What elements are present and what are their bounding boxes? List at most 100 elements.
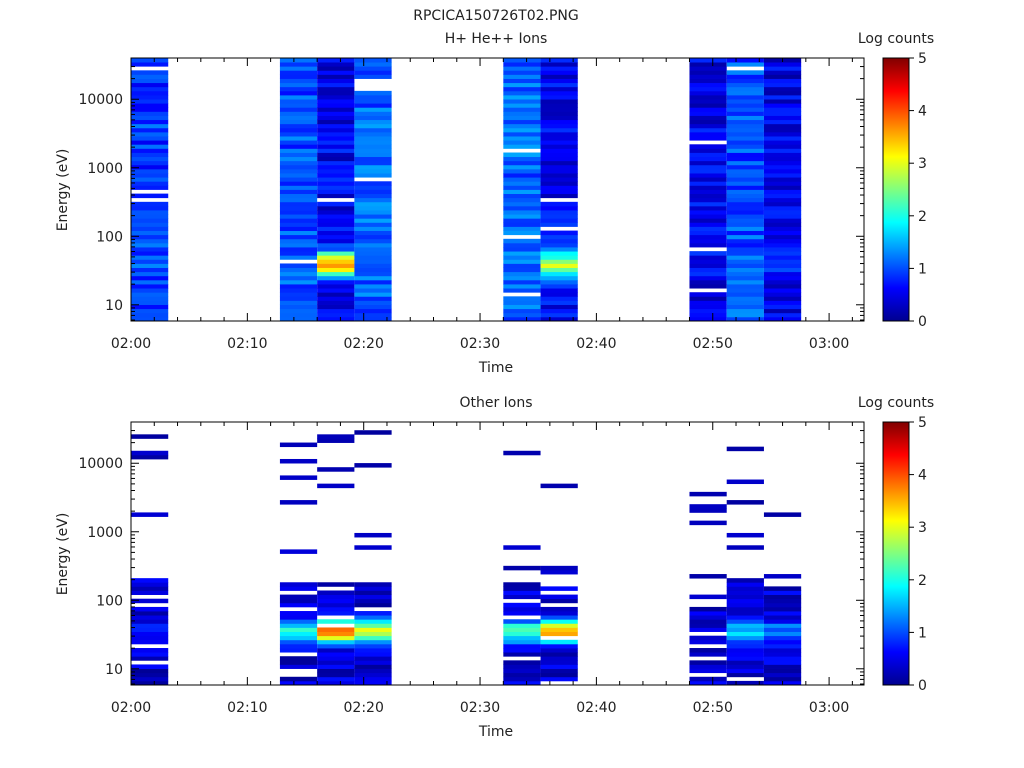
spectrogram-cell — [726, 648, 764, 653]
spectrogram-cell — [279, 136, 318, 141]
spectrogram-cell — [763, 144, 802, 149]
spectrogram-cell — [689, 107, 727, 112]
spectrogram-cell — [317, 136, 355, 141]
spectrogram-cell — [279, 598, 318, 604]
spectrogram-cell — [279, 271, 318, 277]
colorbar-tick-label: 5 — [918, 51, 927, 67]
spectrogram-cell — [689, 504, 727, 509]
colorbar — [882, 57, 910, 322]
spectrogram-cell — [540, 214, 578, 219]
spectrogram-cell — [726, 234, 764, 240]
spectrogram-cell — [317, 316, 355, 322]
spectrogram-cell — [354, 140, 392, 145]
spectrogram-cell — [131, 173, 169, 178]
spectrogram-cell — [726, 119, 764, 125]
spectrogram-cell — [503, 594, 541, 600]
spectrogram-cell — [354, 275, 392, 281]
panel-h-he-ions: H+ He++ Ions 02:00 02:10 02:20 02:30 02:40 02… — [55, 31, 934, 376]
spectrogram-cell — [354, 74, 392, 79]
spectrogram-cell — [317, 201, 355, 207]
spectrogram-cell — [540, 594, 578, 600]
spectrogram-cell — [354, 201, 392, 207]
spectrogram-cell — [763, 606, 802, 612]
spectrogram-cell — [689, 90, 727, 96]
spectrogram-cell — [354, 144, 392, 149]
spectrogram-cell — [317, 238, 355, 244]
spectrogram-cell — [279, 152, 318, 158]
spectrogram-cell — [503, 94, 541, 100]
spectrogram-cell — [726, 115, 764, 121]
spectrogram-cell — [763, 672, 802, 678]
spectrogram-cell — [317, 210, 355, 215]
spectrogram-cell — [689, 271, 727, 277]
spectrogram-cell — [726, 578, 764, 583]
spectrogram-cell — [726, 255, 764, 260]
spectrogram-cell — [726, 152, 764, 158]
spectrogram-cell — [279, 660, 318, 665]
spectrogram-cell — [503, 316, 541, 322]
spectrogram-cell — [689, 70, 727, 75]
spectrogram-cell — [689, 119, 727, 125]
colorbar — [882, 421, 910, 686]
spectrogram-cell — [763, 140, 802, 145]
spectrogram-cell — [317, 173, 355, 178]
spectrogram-cell — [354, 284, 392, 289]
spectrogram-cell — [131, 623, 169, 628]
spectrogram-cell — [540, 205, 578, 211]
spectrogram-cell — [503, 635, 541, 641]
spectrogram-cell — [131, 251, 169, 256]
spectrogram-cell — [763, 123, 802, 129]
spectrogram-cell — [689, 520, 727, 526]
spectrogram-cell — [354, 300, 392, 305]
spectrogram-cell — [279, 173, 318, 178]
spectrogram-cell — [279, 442, 318, 448]
spectrogram-cell — [279, 66, 318, 71]
spectrogram-cell — [689, 234, 727, 240]
y-tick-label: 10 — [105, 298, 123, 314]
spectrogram-cell — [540, 267, 578, 273]
spectrogram-cell — [354, 214, 392, 219]
spectrogram-cell — [317, 660, 355, 665]
spectrogram-cell — [726, 304, 764, 310]
spectrogram-cell — [540, 107, 578, 112]
spectrogram-cell — [354, 308, 392, 314]
spectrogram-cell — [279, 275, 318, 281]
spectrogram-cell — [689, 168, 727, 174]
colorbar-ticks: 0 1 2 3 4 5 — [909, 51, 927, 330]
spectrogram-cell — [279, 181, 318, 186]
panel-title: Other Ions — [459, 395, 532, 411]
spectrogram-cell — [540, 66, 578, 71]
spectrogram-cell — [689, 664, 727, 669]
spectrogram-cell — [763, 119, 802, 125]
spectrogram-cell — [763, 242, 802, 248]
spectrogram-cell — [726, 312, 764, 318]
spectrogram-cell — [131, 284, 169, 289]
spectrogram-cell — [279, 107, 318, 112]
spectrogram-cell — [354, 631, 392, 637]
spectrogram-cell — [503, 611, 541, 616]
spectrogram-cell — [317, 652, 355, 657]
spectrogram-cell — [726, 664, 764, 669]
spectrogram-cell — [354, 181, 392, 186]
spectrogram-cell — [689, 111, 727, 116]
spectrogram-cell — [726, 545, 764, 550]
spectrogram-cell — [131, 144, 169, 149]
spectrogram-cell — [317, 189, 355, 195]
spectrogram-cell — [540, 643, 578, 649]
spectrogram-cell — [131, 292, 169, 297]
spectrogram-cell — [503, 226, 541, 231]
spectrogram-cell — [763, 107, 802, 112]
spectrogram-cell — [689, 205, 727, 211]
spectrogram-cell — [317, 222, 355, 227]
spectrogram-cell — [503, 107, 541, 112]
spectrogram-cell — [503, 619, 541, 624]
spectrogram-cell — [540, 652, 578, 657]
spectrogram-cell — [726, 168, 764, 174]
spectrogram-cell — [763, 152, 802, 158]
spectrogram-cell — [726, 82, 764, 88]
colorbar-label: Log counts — [858, 31, 934, 47]
spectrogram-cell — [540, 676, 578, 682]
spectrogram-cell — [354, 463, 392, 468]
spectrogram-cell — [354, 545, 392, 550]
spectrogram-cell — [503, 185, 541, 190]
